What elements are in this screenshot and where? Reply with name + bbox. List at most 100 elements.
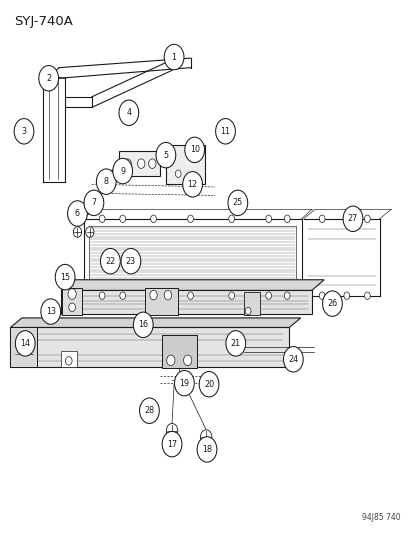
Text: 26: 26 xyxy=(327,299,337,308)
Circle shape xyxy=(342,206,362,231)
Circle shape xyxy=(84,190,104,216)
Circle shape xyxy=(166,423,177,438)
Text: 20: 20 xyxy=(204,379,214,389)
Circle shape xyxy=(197,437,216,462)
Text: 14: 14 xyxy=(20,339,30,348)
Circle shape xyxy=(200,430,211,445)
Text: 22: 22 xyxy=(105,257,115,265)
FancyBboxPatch shape xyxy=(62,288,82,316)
Circle shape xyxy=(318,292,324,300)
Circle shape xyxy=(119,100,138,125)
Text: 8: 8 xyxy=(104,177,109,186)
Circle shape xyxy=(318,215,324,222)
Circle shape xyxy=(150,292,156,300)
Circle shape xyxy=(284,292,290,300)
Circle shape xyxy=(14,118,34,144)
Circle shape xyxy=(175,170,180,177)
Circle shape xyxy=(228,215,234,222)
Circle shape xyxy=(265,215,271,222)
Text: 12: 12 xyxy=(187,180,197,189)
Text: 21: 21 xyxy=(230,339,240,348)
Circle shape xyxy=(187,292,193,300)
Circle shape xyxy=(148,159,156,168)
FancyBboxPatch shape xyxy=(166,144,204,184)
Text: 11: 11 xyxy=(220,127,230,136)
Circle shape xyxy=(244,308,250,315)
FancyBboxPatch shape xyxy=(145,288,178,316)
Circle shape xyxy=(228,190,247,216)
FancyBboxPatch shape xyxy=(243,292,259,316)
Circle shape xyxy=(100,248,120,274)
Text: 2: 2 xyxy=(46,74,51,83)
Circle shape xyxy=(283,346,302,372)
Text: 94J85 740: 94J85 740 xyxy=(361,513,399,522)
Text: 17: 17 xyxy=(166,440,177,449)
Circle shape xyxy=(164,290,171,300)
FancyBboxPatch shape xyxy=(61,351,76,367)
Text: 10: 10 xyxy=(189,146,199,155)
Text: 6: 6 xyxy=(75,209,80,218)
Circle shape xyxy=(119,215,125,222)
Circle shape xyxy=(133,312,153,337)
Text: 13: 13 xyxy=(45,307,56,316)
Circle shape xyxy=(68,289,76,300)
Text: 9: 9 xyxy=(120,166,125,175)
Circle shape xyxy=(137,159,145,168)
Circle shape xyxy=(363,215,369,222)
Circle shape xyxy=(121,248,140,274)
Text: 19: 19 xyxy=(179,378,189,387)
Circle shape xyxy=(113,158,132,184)
Circle shape xyxy=(15,330,35,356)
Circle shape xyxy=(110,169,116,178)
Circle shape xyxy=(119,292,125,300)
Text: 7: 7 xyxy=(91,198,96,207)
Circle shape xyxy=(199,372,218,397)
Text: SYJ-740A: SYJ-740A xyxy=(14,14,72,28)
Polygon shape xyxy=(61,290,311,314)
Circle shape xyxy=(265,292,271,300)
Circle shape xyxy=(215,118,235,144)
Circle shape xyxy=(39,66,58,91)
Circle shape xyxy=(41,299,60,324)
Circle shape xyxy=(343,215,349,222)
Circle shape xyxy=(73,227,81,237)
FancyBboxPatch shape xyxy=(118,151,159,176)
Circle shape xyxy=(99,215,105,222)
Circle shape xyxy=(55,264,75,290)
Circle shape xyxy=(65,357,72,365)
Text: 5: 5 xyxy=(163,151,168,160)
Circle shape xyxy=(187,215,193,222)
Text: 1: 1 xyxy=(171,53,176,62)
Text: 24: 24 xyxy=(287,355,298,364)
Circle shape xyxy=(164,44,183,70)
Circle shape xyxy=(343,292,349,300)
Circle shape xyxy=(150,215,156,222)
Circle shape xyxy=(69,303,75,312)
Circle shape xyxy=(162,431,181,457)
Circle shape xyxy=(225,330,245,356)
Circle shape xyxy=(228,292,234,300)
Circle shape xyxy=(174,370,194,396)
Text: 23: 23 xyxy=(126,257,135,265)
Circle shape xyxy=(192,150,200,160)
Text: 16: 16 xyxy=(138,320,148,329)
Circle shape xyxy=(363,292,369,300)
Circle shape xyxy=(85,227,94,237)
Circle shape xyxy=(67,201,87,226)
FancyBboxPatch shape xyxy=(161,335,196,368)
Circle shape xyxy=(284,215,290,222)
Text: 15: 15 xyxy=(60,272,70,281)
Circle shape xyxy=(150,290,157,300)
Circle shape xyxy=(322,291,342,317)
Polygon shape xyxy=(10,327,289,367)
Circle shape xyxy=(182,172,202,197)
Circle shape xyxy=(184,137,204,163)
Text: 4: 4 xyxy=(126,108,131,117)
Text: 3: 3 xyxy=(21,127,26,136)
Text: 27: 27 xyxy=(347,214,357,223)
Circle shape xyxy=(123,159,131,168)
Circle shape xyxy=(139,398,159,423)
Circle shape xyxy=(183,355,191,366)
Circle shape xyxy=(156,142,176,168)
Circle shape xyxy=(96,169,116,195)
